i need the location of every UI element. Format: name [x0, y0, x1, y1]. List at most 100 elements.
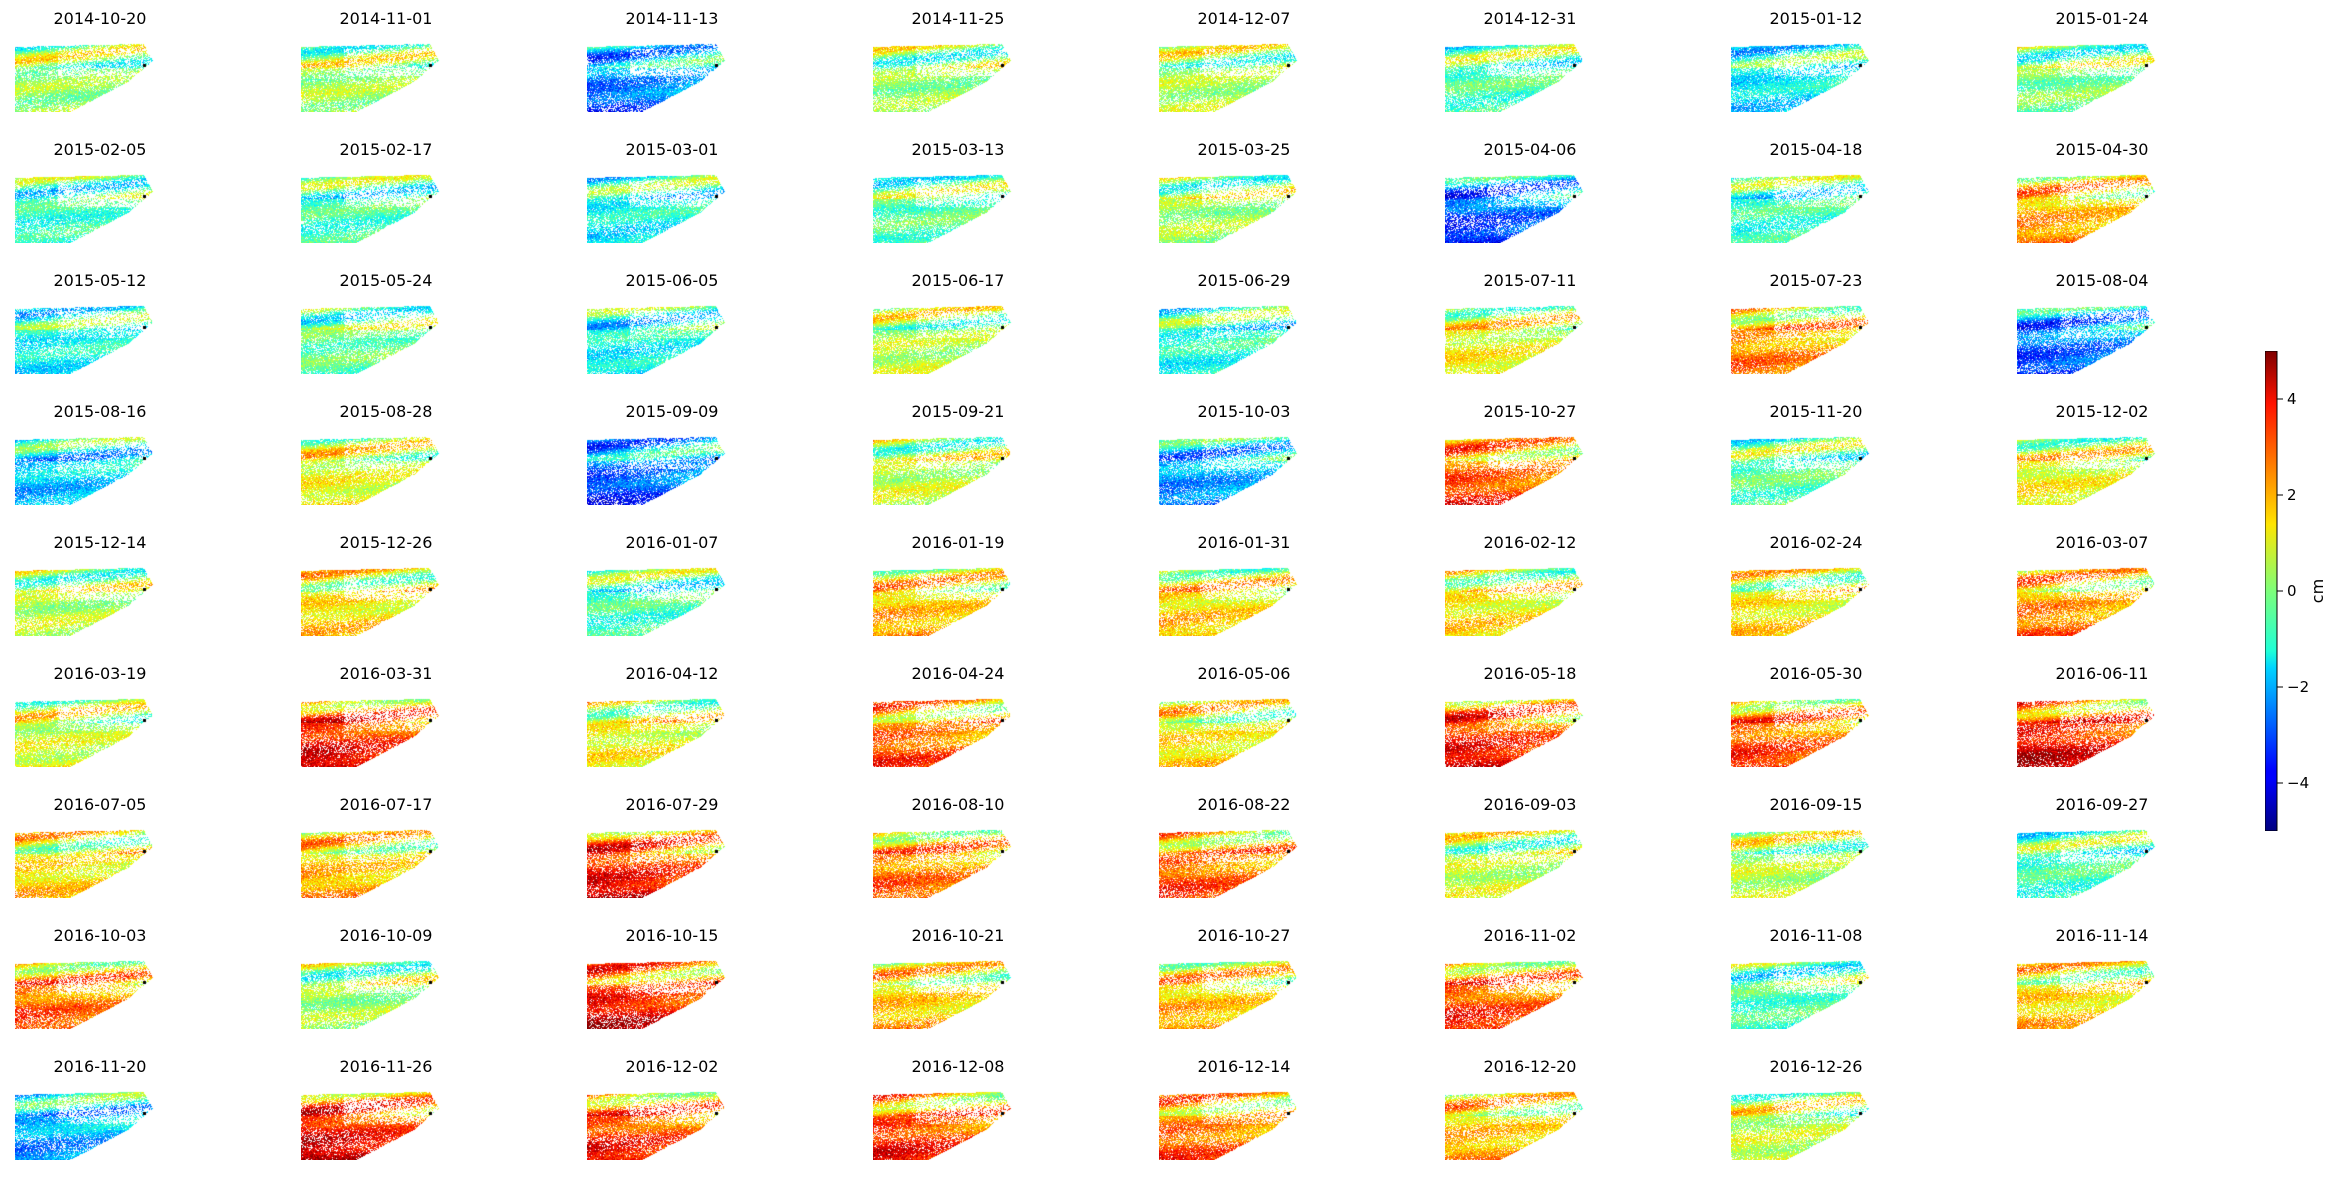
displacement-map: [1159, 425, 1329, 505]
map-panel: 2015-04-18: [1731, 141, 1931, 269]
displacement-map: [587, 425, 757, 505]
map-panel: 2015-10-03: [1159, 403, 1359, 531]
displacement-map: [587, 818, 757, 898]
map-panel: 2016-12-20: [1445, 1058, 1645, 1186]
panel-title: 2015-03-25: [1197, 140, 1291, 159]
map-panel: 2016-06-11: [2017, 665, 2217, 793]
displacement-map: [873, 32, 1043, 112]
map-panel: 2016-11-14: [2017, 927, 2217, 1055]
map-panel: 2016-08-10: [873, 796, 1073, 924]
panel-title: 2015-08-16: [53, 402, 147, 421]
displacement-map: [873, 1080, 1043, 1160]
panel-title: 2016-12-02: [625, 1057, 719, 1076]
map-panel: 2016-05-30: [1731, 665, 1931, 793]
map-panel: 2016-04-24: [873, 665, 1073, 793]
map-panel: 2015-06-29: [1159, 272, 1359, 400]
panel-title: 2015-08-04: [2055, 271, 2149, 290]
map-panel: 2016-05-06: [1159, 665, 1359, 793]
displacement-map: [1159, 1080, 1329, 1160]
displacement-map: [301, 818, 471, 898]
map-panel: 2016-05-18: [1445, 665, 1645, 793]
panel-title: 2016-12-08: [911, 1057, 1005, 1076]
panel-title: 2016-03-19: [53, 664, 147, 683]
displacement-map: [301, 294, 471, 374]
map-panel: 2016-10-21: [873, 927, 1073, 1055]
colorbar-ticks: −4 −2 0 2 4: [2277, 390, 2309, 792]
panel-title: 2015-03-01: [625, 140, 719, 159]
panel-title: 2016-07-17: [339, 795, 433, 814]
displacement-map: [1731, 687, 1901, 767]
displacement-map: [1445, 949, 1615, 1029]
colorbar-tick-label: −4: [2287, 774, 2309, 792]
displacement-map: [1731, 425, 1901, 505]
panel-title: 2016-11-14: [2055, 926, 2149, 945]
map-panel: 2015-03-13: [873, 141, 1073, 269]
panel-title: 2014-12-31: [1483, 9, 1577, 28]
map-panel: 2015-04-30: [2017, 141, 2217, 269]
displacement-map: [301, 32, 471, 112]
colorbar-label: cm: [2308, 579, 2327, 603]
panel-title: 2015-07-23: [1769, 271, 1863, 290]
map-panel: 2016-07-05: [15, 796, 215, 924]
map-panel: 2016-03-31: [301, 665, 501, 793]
map-panel: 2015-10-27: [1445, 403, 1645, 531]
map-panel: 2014-10-20: [15, 10, 215, 138]
displacement-map: [2017, 556, 2187, 636]
panel-title: 2014-12-07: [1197, 9, 1291, 28]
displacement-map: [1159, 294, 1329, 374]
map-panel: 2016-10-27: [1159, 927, 1359, 1055]
panel-title: 2015-12-02: [2055, 402, 2149, 421]
map-panel: 2016-08-22: [1159, 796, 1359, 924]
panel-title: 2016-10-27: [1197, 926, 1291, 945]
panel-title: 2016-09-27: [2055, 795, 2149, 814]
displacement-map: [1731, 818, 1901, 898]
map-panel: 2015-03-25: [1159, 141, 1359, 269]
colorbar-tick-label: 2: [2287, 486, 2297, 504]
panel-title: 2015-06-17: [911, 271, 1005, 290]
map-panel: 2015-02-17: [301, 141, 501, 269]
map-panel: 2014-11-01: [301, 10, 501, 138]
map-panel: 2016-12-08: [873, 1058, 1073, 1186]
displacement-map: [1731, 32, 1901, 112]
panel-title: 2016-02-24: [1769, 533, 1863, 552]
displacement-map: [15, 818, 185, 898]
displacement-map: [2017, 818, 2187, 898]
panel-title: 2016-03-07: [2055, 533, 2149, 552]
displacement-map: [587, 949, 757, 1029]
map-panel: 2015-12-14: [15, 534, 215, 662]
displacement-map: [873, 687, 1043, 767]
panel-title: 2014-11-25: [911, 9, 1005, 28]
panel-title: 2016-06-11: [2055, 664, 2149, 683]
panel-title: 2016-01-31: [1197, 533, 1291, 552]
displacement-map: [1731, 163, 1901, 243]
map-panel: 2015-02-05: [15, 141, 215, 269]
displacement-map: [587, 294, 757, 374]
displacement-map: [2017, 425, 2187, 505]
map-panel: 2016-11-20: [15, 1058, 215, 1186]
panel-title: 2015-06-05: [625, 271, 719, 290]
map-panel: 2015-12-26: [301, 534, 501, 662]
map-panel: 2016-10-15: [587, 927, 787, 1055]
colorbar-gradient: [2265, 351, 2278, 831]
displacement-map: [873, 556, 1043, 636]
displacement-map: [1445, 294, 1615, 374]
displacement-map: [301, 425, 471, 505]
map-panel: 2015-06-05: [587, 272, 787, 400]
panel-title: 2015-09-21: [911, 402, 1005, 421]
map-panel: 2016-11-26: [301, 1058, 501, 1186]
map-panel: 2016-10-09: [301, 927, 501, 1055]
map-panel: 2016-11-02: [1445, 927, 1645, 1055]
panel-title: 2015-05-12: [53, 271, 147, 290]
panel-title: 2016-03-31: [339, 664, 433, 683]
displacement-map: [2017, 32, 2187, 112]
map-panel: 2016-10-03: [15, 927, 215, 1055]
panel-title: 2016-01-07: [625, 533, 719, 552]
displacement-map: [15, 687, 185, 767]
panel-title: 2016-11-08: [1769, 926, 1863, 945]
panel-title: 2015-07-11: [1483, 271, 1577, 290]
panel-title: 2015-04-18: [1769, 140, 1863, 159]
map-panel: 2015-01-24: [2017, 10, 2217, 138]
displacement-map: [301, 1080, 471, 1160]
map-panel: 2016-12-02: [587, 1058, 787, 1186]
